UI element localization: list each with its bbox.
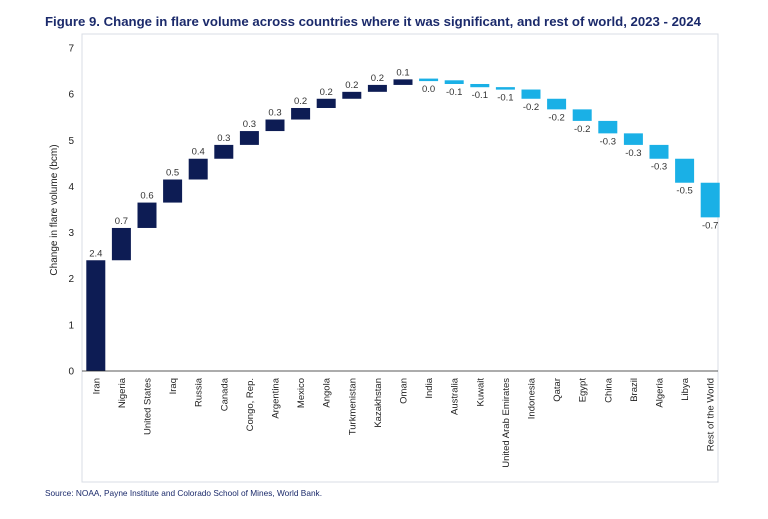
x-tick-label: United Arab Emirates: [501, 378, 512, 468]
bar-iran: [86, 260, 106, 371]
data-label: -0.1: [446, 87, 462, 98]
x-axis: Iran Nigeria United States Iraq Russia Canada…: [91, 377, 716, 467]
x-tick-label: Russia: [194, 377, 205, 407]
x-tick-label: Qatar: [552, 378, 563, 402]
x-tick-label: Kazakhstan: [373, 378, 384, 428]
bar-china: [598, 120, 618, 134]
y-axis: 0 1 2 3 4 5 6 7: [68, 44, 74, 378]
x-tick-label: Mexico: [296, 378, 307, 408]
bar-india: [419, 78, 439, 82]
data-label: 0.6: [140, 191, 153, 202]
bar-kazakhstan: [367, 84, 387, 92]
x-tick-label: Canada: [219, 377, 230, 411]
plot-frame: [81, 33, 719, 483]
bar-turkmenistan: [342, 91, 362, 99]
y-tick-label: 2: [68, 274, 74, 285]
data-label: 0.7: [115, 216, 128, 227]
bar-congo-rep: [239, 131, 259, 145]
data-labels-group: 2.4 0.7 0.6 0.5 0.4 0.3 0.3 0.3 0.2 0.2 0.2 0.2 0.1 0…: [89, 67, 718, 259]
data-label: -0.2: [523, 102, 539, 113]
data-label: 0.2: [294, 96, 307, 107]
data-label: -0.3: [651, 162, 667, 173]
data-label: -0.2: [548, 112, 564, 123]
y-tick-label: 5: [68, 136, 74, 147]
bar-algeria: [649, 144, 669, 159]
y-tick-label: 4: [68, 182, 74, 193]
x-tick-label: Libya: [680, 377, 691, 400]
x-tick-label: Nigeria: [117, 377, 128, 408]
data-label: 0.3: [217, 133, 230, 144]
x-tick-label: Iraq: [168, 378, 179, 394]
bars-group: [86, 78, 720, 371]
source-note: Source: NOAA, Payne Institute and Colora…: [45, 488, 323, 498]
bar-libya: [675, 158, 695, 183]
data-label: -0.3: [625, 148, 641, 159]
data-label: 0.1: [396, 67, 409, 78]
data-label: 0.2: [345, 80, 358, 91]
bar-indonesia: [521, 89, 541, 99]
bar-mexico: [291, 107, 311, 120]
data-label: 0.3: [268, 108, 281, 119]
x-tick-label: Argentina: [271, 377, 282, 418]
data-label: -0.3: [600, 136, 616, 147]
bar-oman: [393, 79, 413, 85]
bar-argentina: [265, 119, 285, 132]
y-tick-label: 1: [68, 320, 74, 331]
data-label: -0.1: [472, 90, 488, 101]
data-label: 0.2: [371, 73, 384, 84]
bar-united-arab-emirates: [495, 87, 515, 90]
data-label: 0.3: [243, 119, 256, 130]
data-label: 0.4: [192, 147, 205, 158]
x-tick-label: Algeria: [655, 377, 666, 407]
bar-united-states: [137, 202, 157, 228]
y-tick-label: 0: [68, 367, 74, 378]
data-label: 0.2: [320, 87, 333, 98]
x-tick-label: Congo, Rep.: [245, 378, 256, 431]
x-tick-label: Rest of the World: [706, 378, 717, 451]
data-label: 0.0: [422, 84, 435, 95]
chart-title: Figure 9. Change in flare volume across …: [45, 14, 701, 29]
data-label: 0.5: [166, 168, 179, 179]
x-tick-label: Brazil: [629, 378, 640, 402]
x-tick-label: Kuwait: [475, 378, 486, 407]
data-label: 2.4: [89, 248, 102, 259]
bar-iraq: [163, 179, 183, 203]
y-tick-label: 3: [68, 228, 74, 239]
x-tick-label: United States: [143, 378, 154, 435]
bar-canada: [214, 144, 234, 159]
x-tick-label: Egypt: [578, 378, 589, 403]
x-tick-label: Australia: [450, 377, 461, 415]
x-tick-label: Indonesia: [527, 377, 538, 419]
x-tick-label: Oman: [399, 378, 410, 404]
x-tick-label: Angola: [322, 377, 333, 407]
data-label: -0.5: [676, 186, 692, 197]
bar-kuwait: [470, 83, 490, 88]
data-label: -0.1: [497, 93, 513, 104]
bar-australia: [444, 80, 464, 84]
bar-russia: [188, 158, 208, 180]
bar-qatar: [547, 98, 567, 110]
x-tick-label: Turkmenistan: [347, 378, 358, 435]
bar-brazil: [623, 133, 643, 145]
y-tick-label: 7: [68, 44, 74, 55]
bar-angola: [316, 98, 336, 108]
bar-egypt: [572, 109, 592, 121]
y-tick-label: 6: [68, 90, 74, 101]
data-label: -0.2: [574, 124, 590, 135]
data-label: -0.7: [702, 220, 718, 231]
x-tick-label: India: [424, 377, 435, 398]
y-axis-title: Change in flare volume (bcm): [49, 144, 60, 275]
bar-nigeria: [111, 227, 131, 261]
bar-rest-of-the-world: [700, 182, 720, 218]
x-tick-label: China: [603, 377, 614, 403]
x-tick-label: Iran: [91, 378, 102, 394]
